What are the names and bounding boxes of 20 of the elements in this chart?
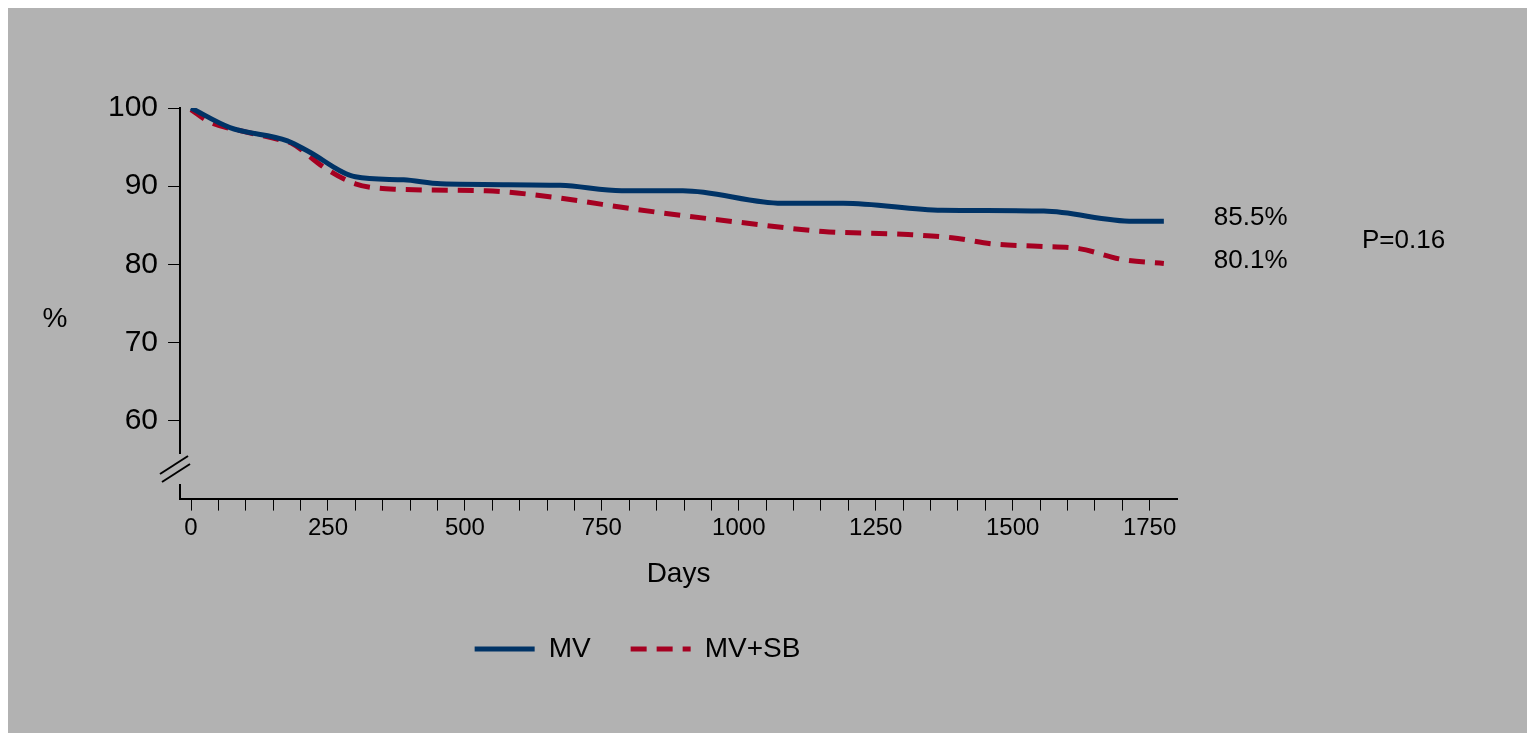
y-tick-label: 70 — [124, 323, 159, 357]
x-axis-title: Days — [646, 556, 711, 588]
y-tick-label: 90 — [124, 167, 159, 201]
x-tick-label: 1000 — [712, 512, 766, 540]
x-tick-label: 1500 — [985, 512, 1040, 540]
x-tick-label: 1750 — [1122, 512, 1177, 540]
x-tick-label: 500 — [444, 512, 485, 540]
y-axis-title: % — [42, 301, 68, 333]
x-tick-label: 250 — [307, 512, 348, 540]
legend-label: MV — [548, 631, 591, 663]
x-tick-label: 0 — [184, 512, 198, 540]
x-tick-label: 750 — [581, 512, 622, 540]
text: P=0.16 — [1362, 223, 1446, 254]
legend-label: MV+SB — [704, 631, 801, 663]
annotation: 85.5% — [1213, 201, 1288, 232]
y-tick-label: 60 — [124, 401, 159, 435]
x-tick-label: 1250 — [849, 512, 903, 540]
annotation: 80.1% — [1213, 243, 1288, 274]
y-tick-label: 100 — [107, 89, 159, 123]
y-tick-label: 80 — [124, 245, 159, 279]
